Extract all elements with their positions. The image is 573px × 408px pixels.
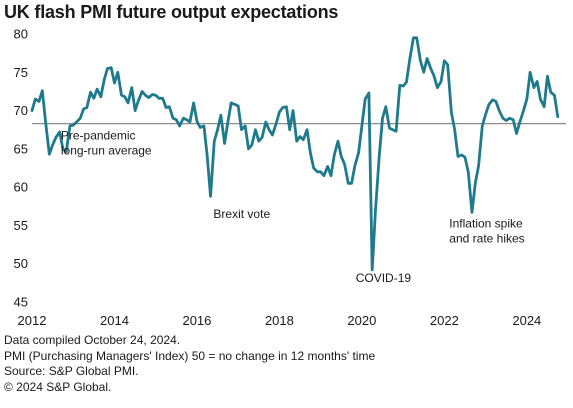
chart-footnotes: Data compiled October 24, 2024. PMI (Pur… xyxy=(4,333,375,395)
annotation-3-line-1: and rate hikes xyxy=(449,232,524,246)
x-tick-label-2018: 2018 xyxy=(265,313,294,328)
annotation-3-line-0: Inflation spike xyxy=(449,217,523,231)
x-tick-label-2012: 2012 xyxy=(18,313,47,328)
series-layer xyxy=(30,36,560,272)
y-axis-labels: 45 50 55 60 65 70 75 80 xyxy=(14,27,28,310)
x-tick-label-2022: 2022 xyxy=(430,313,459,328)
x-axis-labels: 2012 2014 2016 2018 2020 2022 2024 xyxy=(18,313,542,328)
y-tick-label-80: 80 xyxy=(14,27,28,42)
y-tick-label-45: 45 xyxy=(14,295,28,310)
annotation-2: COVID-19 xyxy=(356,271,412,285)
y-tick-label-50: 50 xyxy=(14,256,28,271)
y-tick-label-75: 75 xyxy=(14,65,28,80)
series-line-0 xyxy=(30,36,560,272)
footnote-compiled: Data compiled October 24, 2024. xyxy=(4,333,181,347)
y-tick-label-70: 70 xyxy=(14,103,28,118)
annotation-1: Brexit vote xyxy=(213,207,270,221)
annotation-0-line-0: Pre-pandemic xyxy=(61,129,136,143)
footnote-pmi-definition: PMI (Purchasing Managers' Index) 50 = no… xyxy=(4,348,376,363)
y-tick-label-55: 55 xyxy=(14,218,28,233)
x-tick-label-2020: 2020 xyxy=(347,313,376,328)
annotation-2-line-0: COVID-19 xyxy=(356,271,412,285)
annotation-0: Pre-pandemic long-run average xyxy=(61,129,152,158)
annotation-0-line-1: long-run average xyxy=(61,144,152,158)
chart-title: UK flash PMI future output expectations xyxy=(4,2,339,22)
annotation-3: Inflation spike and rate hikes xyxy=(449,217,524,246)
x-tick-label-2016: 2016 xyxy=(182,313,211,328)
footnote-copyright: © 2024 S&P Global. xyxy=(4,379,112,394)
y-tick-label-60: 60 xyxy=(14,180,28,195)
annotation-layer: Pre-pandemic long-run average Brexit vote C… xyxy=(61,129,525,285)
footnote-source: Source: S&P Global PMI. xyxy=(4,364,139,379)
annotation-1-line-0: Brexit vote xyxy=(213,207,270,221)
line-chart: 45 50 55 60 65 70 75 80 2012 2014 2016 2018 2020 202… xyxy=(14,27,566,328)
x-tick-label-2014: 2014 xyxy=(100,313,129,328)
x-tick-label-2024: 2024 xyxy=(512,313,541,328)
y-tick-label-65: 65 xyxy=(14,141,28,156)
